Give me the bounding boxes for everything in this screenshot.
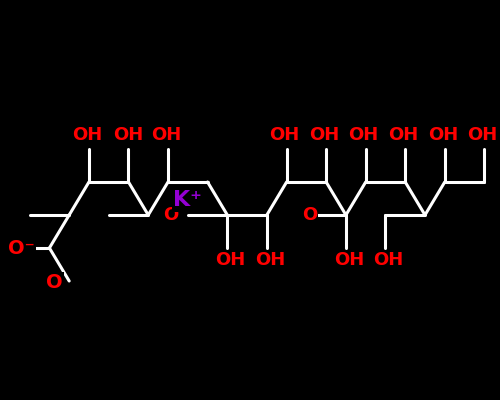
Text: OH: OH	[151, 126, 181, 144]
Text: OH: OH	[254, 251, 285, 269]
Text: K⁺: K⁺	[174, 190, 202, 210]
Text: OH: OH	[72, 126, 102, 144]
Text: O: O	[46, 274, 62, 292]
Text: OH: OH	[374, 251, 404, 269]
Text: OH: OH	[388, 126, 418, 144]
Text: OH: OH	[428, 126, 458, 144]
Text: O⁻: O⁻	[8, 238, 34, 258]
Text: OH: OH	[114, 126, 144, 144]
Text: O: O	[164, 206, 178, 224]
Text: OH: OH	[215, 251, 246, 269]
Text: OH: OH	[348, 126, 379, 144]
Text: OH: OH	[467, 126, 498, 144]
Text: OH: OH	[270, 126, 300, 144]
Text: OH: OH	[309, 126, 340, 144]
Text: O: O	[302, 206, 317, 224]
Text: OH: OH	[334, 251, 364, 269]
